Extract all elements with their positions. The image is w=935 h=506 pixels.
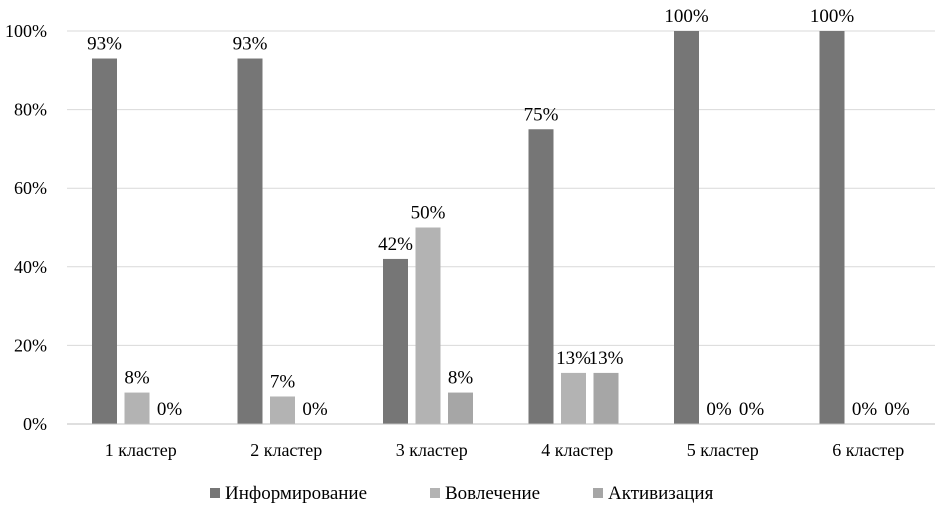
data-label: 0%: [706, 399, 732, 420]
x-category-label: 5 кластер: [687, 440, 759, 460]
y-tick-label: 0%: [23, 414, 47, 434]
bar: [237, 58, 263, 424]
bar: [415, 227, 441, 424]
gridlines: [67, 30, 935, 346]
data-label: 50%: [411, 203, 446, 224]
data-labels: 93% 93% 42% 75% 100% 100% 8% 7% 50% 13% 0% 0% 0% 0% 8%…: [87, 6, 910, 420]
x-category-label: 3 кластер: [396, 440, 468, 460]
data-label: 13%: [556, 348, 591, 369]
data-label: 0%: [852, 399, 878, 420]
bars: [92, 31, 845, 424]
data-label: 100%: [810, 6, 855, 27]
data-label: 93%: [233, 34, 268, 55]
data-label: 0%: [157, 399, 183, 420]
legend: Информирование Вовлечение Активизация: [210, 483, 714, 504]
bar: [124, 392, 150, 424]
data-label: 100%: [664, 6, 709, 27]
bar: [561, 372, 586, 424]
y-tick-label: 80%: [14, 100, 47, 120]
legend-label: Информирование: [225, 483, 367, 504]
bar: [270, 396, 295, 424]
x-category-label: 2 кластер: [250, 440, 322, 460]
bar: [383, 258, 408, 424]
legend-label: Активизация: [608, 483, 714, 504]
x-category-label: 1 кластер: [105, 440, 177, 460]
x-axis: 1 кластер 2 кластер 3 кластер 4 кластер 5 кл…: [67, 423, 935, 460]
legend-swatch: [430, 488, 440, 498]
y-tick-label: 100%: [5, 21, 47, 41]
legend-label: Вовлечение: [445, 483, 540, 504]
data-label: 0%: [739, 399, 765, 420]
y-axis: 0% 20% 40% 60% 80% 100%: [5, 21, 47, 434]
y-tick-label: 20%: [14, 335, 47, 355]
data-label: 93%: [87, 34, 122, 55]
x-category-label: 6 кластер: [832, 440, 904, 460]
y-tick-label: 60%: [14, 178, 47, 198]
bar: [528, 129, 554, 424]
data-label: 13%: [589, 348, 624, 369]
bar: [674, 31, 699, 424]
bar: [819, 31, 845, 424]
legend-swatch: [593, 488, 603, 498]
bar: [448, 392, 473, 424]
y-tick-label: 40%: [14, 257, 47, 277]
data-label: 8%: [124, 368, 150, 389]
bar: [593, 372, 619, 424]
x-category-label: 4 кластер: [541, 440, 613, 460]
bar: [92, 58, 117, 424]
data-label: 0%: [884, 399, 910, 420]
data-label: 0%: [302, 399, 328, 420]
data-label: 75%: [524, 104, 559, 125]
data-label: 8%: [448, 368, 474, 389]
legend-swatch: [210, 488, 220, 498]
data-label: 7%: [270, 371, 296, 392]
data-label: 42%: [378, 234, 413, 255]
